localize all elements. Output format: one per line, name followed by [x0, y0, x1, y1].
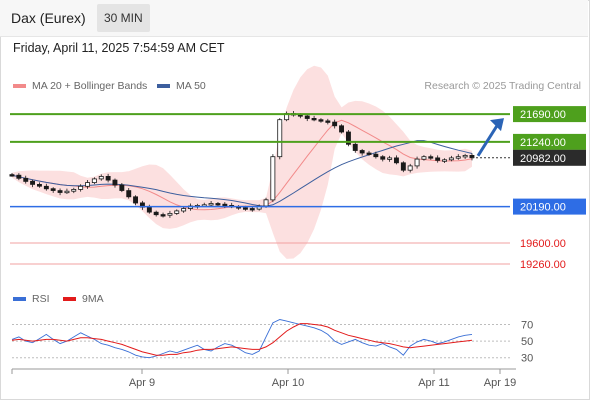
candle-body	[16, 174, 22, 179]
candle-body	[71, 188, 77, 192]
candle-body	[64, 190, 70, 194]
resistance-label-2: 21240.00	[520, 137, 566, 149]
ma50-swatch	[157, 84, 170, 89]
candle-body	[345, 131, 351, 145]
resistance-label-1: 21690.00	[520, 109, 566, 121]
candle-body	[428, 156, 434, 159]
x-tick-label: Apr 9	[129, 377, 155, 389]
copyright: Research © 2025 Trading Central	[424, 80, 581, 92]
candle-body	[222, 203, 228, 207]
candle-body	[311, 118, 317, 121]
candle-body	[215, 203, 221, 206]
candle-body	[43, 185, 49, 190]
ma20-swatch	[13, 84, 26, 89]
ma20-label: MA 20 + Bollinger Bands	[32, 80, 148, 92]
rsi-tick-label: 50	[521, 336, 533, 348]
rsi-swatch	[13, 297, 26, 302]
candle-body	[393, 157, 399, 164]
candle-body	[9, 174, 15, 177]
candle-body	[242, 207, 248, 210]
candle-body	[380, 156, 386, 160]
ma9-swatch	[63, 297, 76, 302]
legend-ma50: MA 50	[157, 80, 206, 92]
candle-body	[126, 190, 132, 198]
resistance-label-2-bg	[513, 133, 586, 150]
ma9-label: 9MA	[82, 293, 104, 305]
candle-body	[133, 196, 138, 204]
legend-rsi: RSI	[13, 293, 50, 305]
candle-body	[373, 153, 379, 158]
resistance-label-1-bg	[513, 106, 586, 123]
pivot-label: 20190.00	[520, 202, 566, 214]
candle-body	[400, 162, 406, 171]
candle-body	[270, 156, 276, 201]
instrument-title: Dax (Eurex)	[11, 10, 86, 26]
last-price-label: 20982.00	[520, 153, 566, 165]
candle-body	[339, 125, 344, 133]
candle-body	[37, 183, 42, 187]
candle-body	[277, 119, 283, 158]
candle-body	[414, 158, 420, 167]
candle-body	[98, 175, 104, 180]
candle-body	[167, 212, 173, 216]
candle-body	[352, 143, 358, 151]
candle-body	[78, 185, 84, 190]
candle-body	[387, 157, 393, 160]
x-tick-label: Apr 19	[484, 377, 516, 389]
candle-body	[442, 159, 447, 162]
candle-body	[332, 121, 338, 127]
candle-body	[23, 177, 29, 182]
timeframe-badge[interactable]: 30 MIN	[97, 4, 150, 32]
candle-body	[366, 152, 372, 155]
candle-body	[112, 179, 118, 186]
candle-body	[304, 115, 310, 119]
pivot-label-bg	[513, 198, 586, 215]
candle-body	[407, 165, 413, 171]
candle-body	[30, 180, 35, 185]
timestamp: Friday, April 11, 2025 7:54:59 AM CET	[13, 41, 225, 55]
candle-body	[263, 199, 269, 207]
candle-body	[435, 157, 441, 161]
rsi-label: RSI	[32, 293, 50, 305]
candle-body	[146, 206, 152, 213]
candle-body	[119, 184, 125, 191]
candle-body	[153, 211, 159, 216]
candle-body	[208, 203, 214, 206]
candle-body	[318, 119, 324, 122]
rsi-tick-label: 30	[521, 353, 533, 365]
x-tick-label: Apr 11	[418, 377, 450, 389]
projection-arrow	[476, 123, 500, 157]
candle-body	[105, 175, 111, 181]
x-tick-label: Apr 10	[272, 377, 304, 389]
support-label-2: 19260.00	[520, 259, 566, 271]
candle-body	[448, 157, 454, 161]
candle-body	[160, 214, 166, 217]
candle-body	[85, 182, 90, 187]
ma9-line	[11, 323, 473, 356]
candle-body	[421, 156, 427, 160]
candles	[9, 110, 475, 218]
rsi-tick-label: 70	[521, 320, 533, 332]
candle-body	[181, 208, 187, 212]
candle-body	[174, 210, 180, 214]
candle-body	[325, 120, 331, 123]
legend-9ma: 9MA	[63, 293, 104, 305]
candle-body	[359, 150, 365, 154]
candle-body	[469, 154, 475, 159]
candle-body	[455, 156, 461, 159]
candle-body	[249, 208, 255, 211]
legend-ma20: MA 20 + Bollinger Bands	[13, 80, 147, 92]
candle-body	[50, 188, 56, 191]
candle-body	[91, 178, 97, 183]
rsi-line	[11, 319, 473, 359]
last-price-label-bg	[513, 149, 586, 166]
support-label-1: 19600.00	[520, 238, 566, 250]
projection-arrow-head	[490, 118, 504, 132]
candle-body	[462, 154, 468, 158]
candle-body	[57, 190, 63, 193]
ma50-label: MA 50	[176, 80, 206, 92]
chart-header: Dax (Eurex) 30 MIN	[0, 0, 588, 37]
